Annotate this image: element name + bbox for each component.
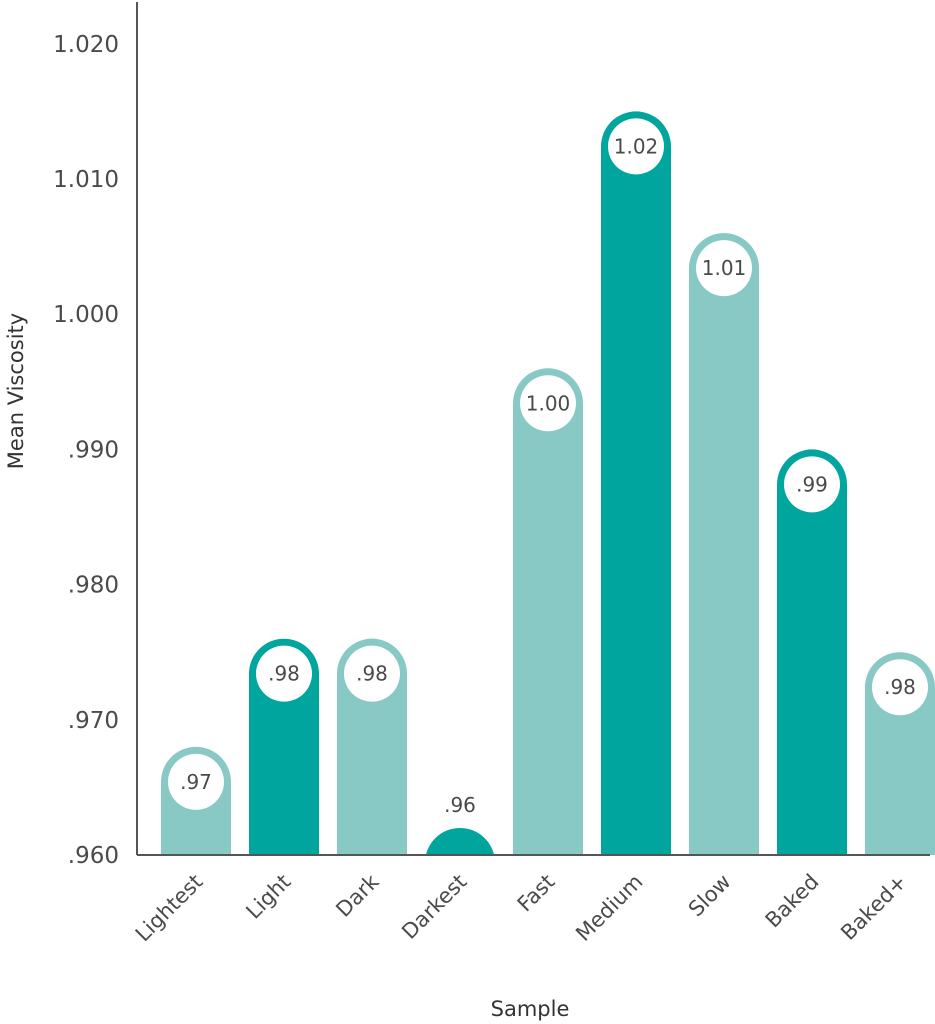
data-label: .98: [356, 662, 388, 686]
y-tick-label: .960: [68, 843, 119, 869]
data-label: .98: [268, 662, 300, 686]
x-tick-label: Baked: [761, 870, 824, 933]
data-label: .97: [180, 770, 212, 794]
data-label-badge: [608, 118, 664, 175]
bar: [601, 111, 671, 855]
y-tick-label: .990: [68, 437, 119, 463]
data-label: 1.01: [702, 256, 747, 280]
x-tick-label: Dark: [331, 869, 384, 922]
y-tick-label: 1.000: [53, 302, 119, 328]
data-label-badge: [520, 375, 576, 432]
x-tick-label: Lightest: [131, 870, 208, 947]
x-tick-labels: Lightest Light Dark Darkest Fast Medium Slow Ba…: [131, 869, 912, 946]
y-tick-label: .970: [68, 708, 119, 734]
x-tick-label: Baked+: [836, 870, 911, 945]
bar: [689, 233, 759, 856]
data-label: 1.02: [614, 134, 659, 158]
x-tick-label: Slow: [684, 870, 736, 922]
data-label-badge: [344, 645, 400, 702]
data-label: .98: [884, 675, 916, 699]
bar: [777, 449, 847, 855]
data-label: .99: [796, 472, 828, 496]
data-labels-layer: .97 .98 .98 .96 1.00 1.02 1.01 .99 .98: [168, 118, 928, 817]
y-tick-labels: .960 .970 .980 .990 1.000 1.010 1.020: [53, 32, 119, 869]
x-tick-label: Medium: [571, 870, 647, 946]
y-tick-label: 1.020: [53, 32, 119, 58]
x-tick-label: Darkest: [397, 870, 471, 944]
data-label-badge: [256, 645, 312, 702]
x-tick-label: Light: [241, 870, 295, 924]
data-label: .96: [444, 793, 476, 817]
y-axis-title: Mean Viscosity: [4, 313, 28, 469]
y-tick-label: .980: [68, 573, 119, 599]
y-tick-label: 1.010: [53, 167, 119, 193]
bar: [425, 827, 495, 855]
bar: [513, 368, 583, 855]
data-label-badge: [168, 753, 224, 810]
data-label: 1.00: [526, 391, 571, 415]
data-label-badge: [696, 240, 752, 297]
x-axis-title: Sample: [491, 997, 570, 1021]
data-label-badge: [872, 659, 928, 716]
data-label-badge: [784, 456, 840, 513]
x-tick-label: Fast: [513, 870, 560, 917]
